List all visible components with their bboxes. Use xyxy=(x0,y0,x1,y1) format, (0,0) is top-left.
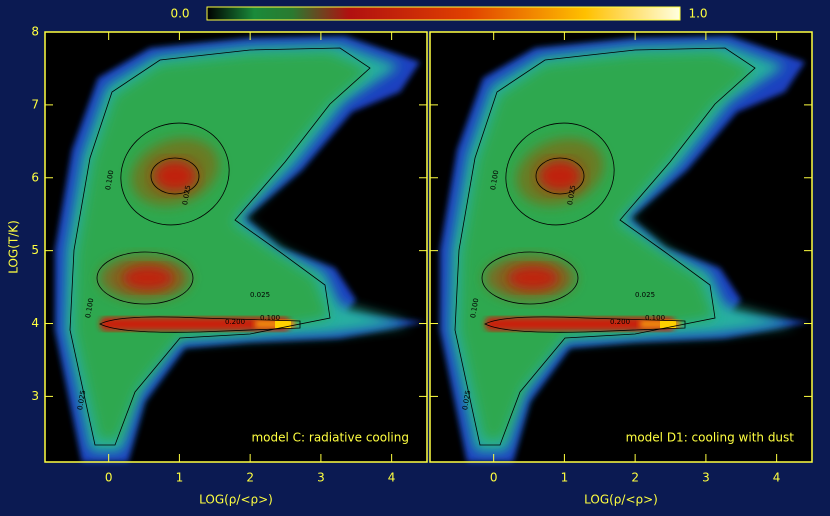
contour-label: 0.025 xyxy=(635,291,655,299)
contour-label: 0.100 xyxy=(645,314,665,322)
contour-label: 0.200 xyxy=(225,318,245,326)
axes-frame xyxy=(44,31,428,463)
x-axis-label: LOG(ρ/<ρ>) xyxy=(199,493,273,507)
density-map: 0.025 0.100 0.025 0.200 0.100 0.025 0.100 0.025 xyxy=(55,36,425,462)
contour-label: 0.100 xyxy=(84,298,95,319)
contour-label: 0.025 xyxy=(566,185,577,206)
annotation: model C: radiative cooling xyxy=(251,431,409,445)
y-tick-label: 8 xyxy=(31,25,39,39)
contour-label: 0.100 xyxy=(489,170,500,191)
contour-label: 0.100 xyxy=(469,298,480,319)
x-tick-label: 0 xyxy=(490,471,498,485)
x-tick-label: 3 xyxy=(702,471,710,485)
y-tick-label: 7 xyxy=(31,97,39,111)
x-tick-label: 0 xyxy=(105,471,113,485)
x-tick-label: 1 xyxy=(176,471,184,485)
x-tick-label: 3 xyxy=(317,471,325,485)
y-tick-label: 4 xyxy=(31,316,39,330)
x-tick-label: 2 xyxy=(246,471,254,485)
colorbar-tick-label: 1.0 xyxy=(688,7,707,21)
x-axis-label: LOG(ρ/<ρ>) xyxy=(584,493,658,507)
annotation: model D1: cooling with dust xyxy=(626,431,795,445)
x-tick-label: 1 xyxy=(561,471,569,485)
y-axis-label: LOG(T/K) xyxy=(7,220,21,274)
contour-label: 0.025 xyxy=(76,390,87,411)
axes-frame xyxy=(429,31,813,463)
y-tick-label: 3 xyxy=(31,389,39,403)
contour-label: 0.025 xyxy=(443,130,454,151)
x-tick-label: 2 xyxy=(631,471,639,485)
contour-label: 0.025 xyxy=(250,291,270,299)
contour-label: 0.100 xyxy=(260,314,280,322)
x-tick-label: 4 xyxy=(388,471,396,485)
contour-label: 0.100 xyxy=(104,170,115,191)
contour-label: 0.025 xyxy=(461,390,472,411)
colorbar-tick-label: 0.0 xyxy=(170,7,189,21)
y-tick-label: 6 xyxy=(31,170,39,184)
contour-label: 0.025 xyxy=(58,130,69,151)
x-tick-label: 4 xyxy=(773,471,781,485)
density-map: 0.025 0.100 0.025 0.200 0.100 0.025 0.100 0.025 xyxy=(440,36,810,462)
colorbar xyxy=(206,6,681,21)
contour-label: 0.200 xyxy=(610,318,630,326)
y-tick-label: 5 xyxy=(31,243,39,257)
contour-label: 0.025 xyxy=(181,185,192,206)
